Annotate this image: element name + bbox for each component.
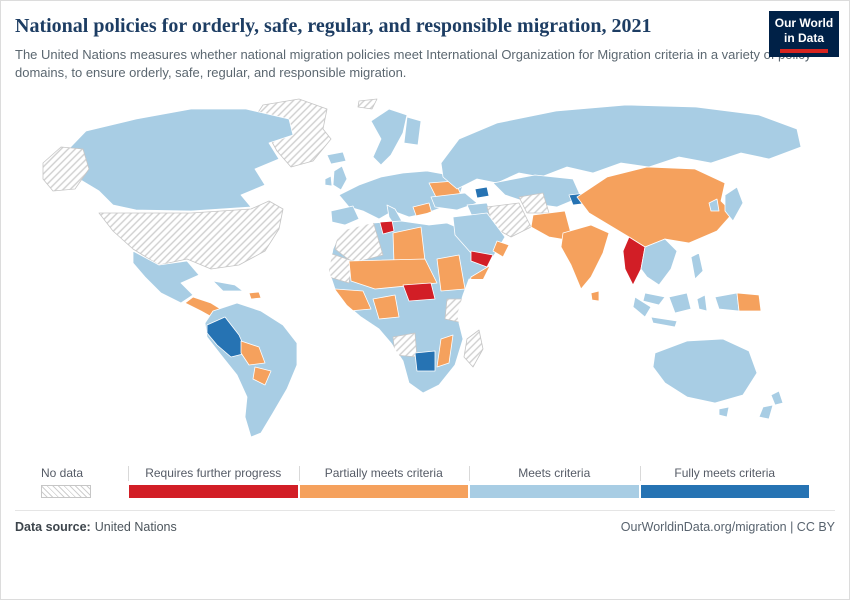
country-afghanistan-pakistan[interactable] bbox=[530, 210, 574, 242]
map-legend: No data Requires further progress Partia… bbox=[41, 464, 809, 499]
chart-subtitle: The United Nations measures whether nati… bbox=[15, 47, 812, 80]
legend-item-fully-meets-criteria[interactable]: Fully meets criteria bbox=[639, 464, 809, 499]
legend-label-partially-meets-criteria: Partially meets criteria bbox=[324, 466, 443, 481]
country-svalbard[interactable] bbox=[357, 98, 378, 110]
country-western-sahara[interactable] bbox=[329, 252, 354, 284]
legend-item-partially-meets-criteria[interactable]: Partially meets criteria bbox=[298, 464, 468, 499]
legend-item-no-data[interactable]: No data bbox=[41, 464, 107, 499]
legend-swatch-no-data bbox=[41, 485, 91, 499]
country-peru[interactable] bbox=[206, 316, 248, 358]
country-kenya-tanzania[interactable] bbox=[444, 298, 468, 324]
country-sri-lanka[interactable] bbox=[590, 290, 600, 302]
data-source-label: Data source: bbox=[15, 520, 91, 535]
country-iceland[interactable] bbox=[326, 151, 347, 165]
country-turkey[interactable] bbox=[430, 192, 478, 211]
country-new-zealand-south[interactable] bbox=[758, 404, 774, 420]
country-mexico[interactable] bbox=[132, 250, 200, 304]
country-indochina[interactable] bbox=[640, 238, 678, 286]
country-australia[interactable] bbox=[652, 338, 758, 404]
chart-header: National policies for orderly, safe, reg… bbox=[1, 1, 849, 81]
country-libya[interactable] bbox=[392, 226, 426, 264]
country-paraguay[interactable] bbox=[252, 366, 272, 386]
country-canada[interactable] bbox=[58, 108, 294, 212]
country-nigeria[interactable] bbox=[372, 294, 400, 320]
legend-swatch-partially-meets-criteria bbox=[299, 485, 468, 499]
country-india[interactable] bbox=[560, 224, 610, 290]
country-united-kingdom[interactable] bbox=[332, 165, 348, 191]
country-yemen[interactable] bbox=[470, 250, 494, 268]
legend-swatch-fully-meets-criteria bbox=[640, 485, 809, 499]
country-sudan[interactable] bbox=[436, 254, 466, 292]
chart-title: National policies for orderly, safe, reg… bbox=[15, 15, 652, 37]
country-united-states[interactable] bbox=[98, 200, 284, 270]
legend-swatch-meets-criteria bbox=[470, 485, 639, 499]
country-cuba[interactable] bbox=[212, 280, 244, 292]
data-source-value: United Nations bbox=[94, 520, 177, 535]
credit-link[interactable]: OurWorldinData.org/migration | CC BY bbox=[620, 520, 835, 535]
country-botswana[interactable] bbox=[414, 350, 436, 372]
country-korea[interactable] bbox=[708, 198, 720, 212]
country-saudi-arabia[interactable] bbox=[452, 212, 506, 258]
country-russia[interactable] bbox=[440, 104, 802, 190]
country-mozambique[interactable] bbox=[436, 334, 454, 368]
owid-logo-red-bar bbox=[780, 49, 828, 53]
country-azerbaijan[interactable] bbox=[474, 186, 490, 199]
country-bolivia[interactable] bbox=[240, 340, 266, 366]
country-alaska[interactable] bbox=[42, 146, 90, 192]
data-source: Data source: United Nations bbox=[15, 520, 177, 534]
legend-label-no-data: No data bbox=[41, 466, 84, 481]
owid-logo[interactable]: Our World in Data bbox=[769, 11, 839, 57]
country-hispaniola[interactable] bbox=[248, 291, 262, 300]
country-angola[interactable] bbox=[392, 332, 418, 358]
legend-label-meets-criteria: Meets criteria bbox=[518, 466, 591, 481]
owid-logo-line2: in Data bbox=[783, 31, 824, 45]
country-madagascar[interactable] bbox=[463, 329, 484, 368]
legend-item-requires-further-progress[interactable]: Requires further progress bbox=[128, 464, 298, 499]
country-malaysia[interactable] bbox=[642, 292, 666, 306]
legend-item-meets-criteria[interactable]: Meets criteria bbox=[469, 464, 639, 499]
country-finland[interactable] bbox=[403, 116, 422, 146]
country-new-zealand-north[interactable] bbox=[770, 390, 784, 406]
country-oman[interactable] bbox=[492, 240, 510, 258]
owid-logo-line1: Our World bbox=[774, 16, 834, 30]
country-central-african-republic[interactable] bbox=[402, 282, 436, 302]
country-sumatra[interactable] bbox=[632, 296, 652, 318]
legend-label-requires-further-progress: Requires further progress bbox=[145, 466, 282, 481]
country-ireland[interactable] bbox=[324, 175, 333, 187]
country-scandinavia[interactable] bbox=[370, 108, 408, 166]
country-japan[interactable] bbox=[724, 186, 744, 222]
country-tunisia[interactable] bbox=[378, 215, 395, 235]
country-kazakhstan[interactable] bbox=[492, 174, 582, 208]
world-map-svg bbox=[42, 98, 802, 438]
chart-footer: Data source: United Nations OurWorldinDat… bbox=[15, 510, 835, 534]
country-papua-new-guinea[interactable] bbox=[736, 292, 762, 312]
country-west-new-guinea[interactable] bbox=[714, 292, 740, 312]
country-borneo[interactable] bbox=[668, 292, 692, 314]
country-china-mongolia[interactable] bbox=[576, 166, 734, 248]
legend-swatch-requires-further-progress bbox=[129, 485, 298, 499]
country-iberia[interactable] bbox=[330, 205, 360, 226]
country-sulawesi[interactable] bbox=[696, 294, 708, 312]
country-philippines[interactable] bbox=[690, 252, 704, 280]
legend-label-fully-meets-criteria: Fully meets criteria bbox=[674, 466, 776, 481]
country-java[interactable] bbox=[650, 316, 678, 328]
world-map bbox=[41, 97, 809, 462]
country-tasmania[interactable] bbox=[718, 406, 730, 418]
